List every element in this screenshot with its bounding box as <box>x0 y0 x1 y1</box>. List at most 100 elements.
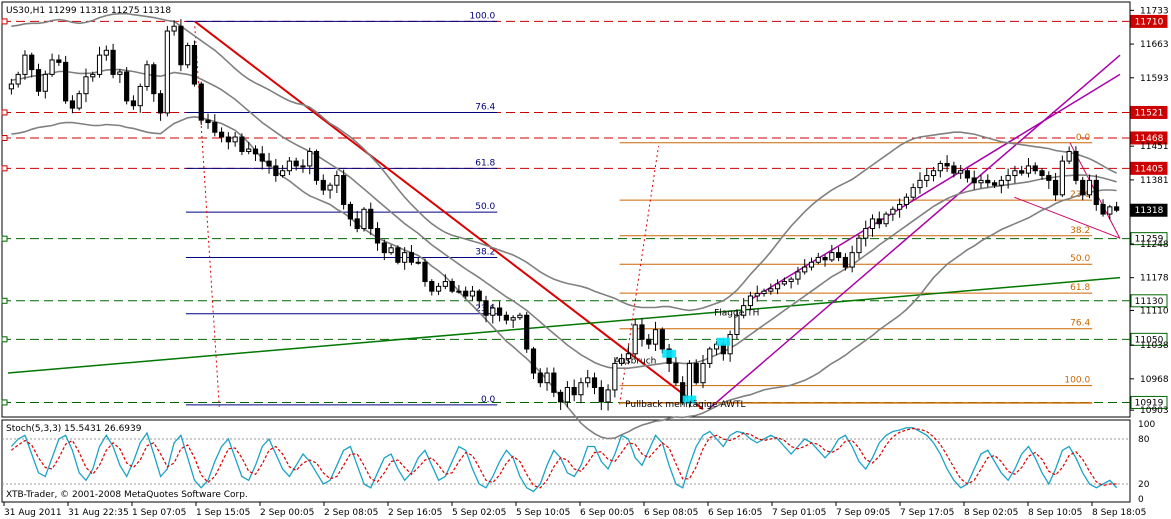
candle <box>673 357 679 386</box>
annotation-2: Pullback mehrtägige AWTL <box>625 400 745 410</box>
candle-body <box>964 170 971 179</box>
candle <box>971 170 977 190</box>
candle <box>402 247 408 270</box>
candle-body <box>164 30 170 114</box>
cyan-highlight <box>716 337 731 346</box>
candle <box>374 222 381 251</box>
candle <box>476 289 482 308</box>
candle-body <box>307 150 313 167</box>
price-label-11405: 11405 <box>1135 164 1164 174</box>
y-tick-label-11733: 11733 <box>1140 6 1169 16</box>
candle-body <box>198 83 204 121</box>
candle <box>1073 146 1079 185</box>
candle <box>280 165 286 178</box>
candle <box>320 174 326 195</box>
candle <box>1107 204 1113 220</box>
candle <box>171 20 177 36</box>
candle <box>246 142 252 155</box>
candle <box>937 160 943 178</box>
candle <box>659 327 665 354</box>
candle-body <box>103 49 109 56</box>
green-support-line <box>7 276 1121 374</box>
candle-body <box>429 281 435 292</box>
candle <box>991 180 998 189</box>
candle <box>897 198 903 218</box>
candle <box>985 174 991 188</box>
fib-label-50.0: 50.0 <box>475 202 495 212</box>
candle-body <box>605 389 611 403</box>
candle-body <box>734 314 740 336</box>
candle <box>632 318 638 359</box>
candle <box>1080 176 1086 201</box>
candle-body <box>463 290 469 297</box>
level-marker-11710 <box>1 18 8 25</box>
fib-label-0.0: 0.0 <box>1076 133 1091 143</box>
candle-body <box>1086 179 1093 196</box>
fib-label-38.2: 38.2 <box>475 247 495 257</box>
candle <box>822 254 828 267</box>
x-tick-label: 7 Sep 09:05 <box>836 508 890 518</box>
candle-body <box>890 208 896 215</box>
candle-body <box>863 228 869 239</box>
candle-body <box>503 314 509 321</box>
candle-body <box>1019 170 1025 174</box>
candle <box>286 156 292 176</box>
candle <box>1086 174 1093 199</box>
candle <box>795 266 801 285</box>
red-downtrend-line <box>194 20 704 410</box>
candle-body <box>944 163 950 167</box>
x-tick-label: 1 Sep 15:05 <box>196 508 250 518</box>
candle <box>137 83 143 113</box>
candle-body <box>483 300 489 316</box>
candle-body <box>517 314 523 319</box>
x-tick-label: 8 Sep 10:05 <box>1028 508 1082 518</box>
candle-body <box>1052 179 1059 196</box>
candle-body <box>537 372 543 384</box>
candle <box>578 377 584 404</box>
candle <box>313 149 320 185</box>
candle <box>591 372 598 395</box>
candle-body <box>558 391 564 403</box>
annotations-layer: Ausbruch Flagge TH Pullback mehrtägige AWT… <box>614 308 759 410</box>
pink-flag-lower <box>1014 196 1121 239</box>
candle <box>144 60 150 91</box>
candle-body <box>124 71 130 102</box>
candle <box>998 175 1004 194</box>
fib-label-76.4: 76.4 <box>1070 319 1090 329</box>
candle-body <box>49 59 55 75</box>
level-marker-11468 <box>1 134 8 141</box>
candle <box>408 245 415 266</box>
x-tick-label: 6 Sep 00:05 <box>580 508 634 518</box>
candle <box>239 133 245 155</box>
price-label-11130: 11130 <box>1135 297 1164 307</box>
candle <box>646 334 652 350</box>
candle <box>788 276 794 289</box>
candle <box>917 172 923 194</box>
y-tick-label-11451: 11451 <box>1140 142 1169 152</box>
y-tick-label-11178: 11178 <box>1140 274 1169 284</box>
candle-body <box>415 261 421 264</box>
candle-body <box>422 261 428 283</box>
candle-body <box>930 170 937 177</box>
candle <box>781 277 787 287</box>
candle-body <box>788 278 794 283</box>
candle <box>76 90 82 111</box>
candle <box>707 346 713 368</box>
trendlines-layer <box>7 20 1121 410</box>
candle <box>103 45 109 61</box>
candle-body <box>90 73 96 78</box>
candle-body <box>1093 179 1099 205</box>
candle-body <box>876 218 882 225</box>
candle <box>1019 165 1025 176</box>
candle <box>266 152 272 174</box>
candle <box>849 245 855 273</box>
candle <box>381 239 387 261</box>
candle-body <box>625 353 632 360</box>
candle-body <box>313 150 320 181</box>
candle <box>368 202 374 236</box>
candle-body <box>35 69 42 92</box>
candle <box>910 183 916 201</box>
price-label-box-11259 <box>1130 232 1168 246</box>
price-label-11318: 11318 <box>1135 206 1164 216</box>
candle <box>836 247 842 262</box>
